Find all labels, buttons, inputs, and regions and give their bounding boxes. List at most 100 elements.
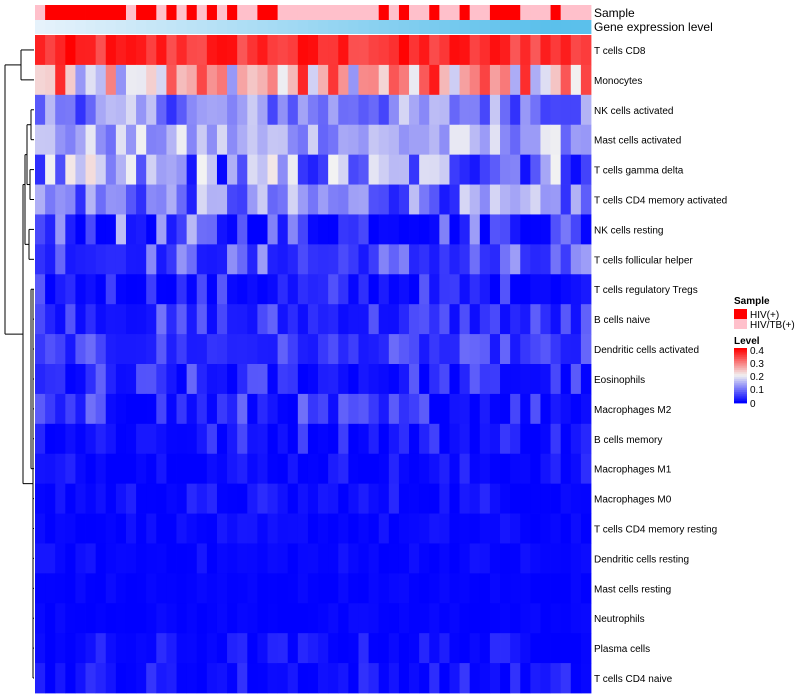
heatmap-cell [479,304,491,335]
heatmap-cell [216,184,228,215]
expression-track-cell [570,20,582,34]
heatmap-cell [398,513,410,544]
heatmap-cell [429,663,440,694]
heatmap-cell [368,364,380,395]
heatmap-cell [489,35,501,66]
heatmap-cell [510,663,521,694]
sample-track-cell [560,5,572,20]
heatmap-cell [358,184,369,215]
heatmap-cell [136,334,147,365]
heatmap-cell [307,543,319,574]
heatmap-cell [277,573,289,604]
heatmap-cell [85,423,97,455]
legend-bar-segment [734,379,747,382]
heatmap-cell [439,513,450,544]
heatmap-cell [75,513,86,544]
heatmap-cell [45,64,56,96]
expression-track-cell [348,20,359,34]
heatmap-cell [409,663,420,694]
sample-track-cell [257,5,268,20]
heatmap-cell [125,543,137,574]
heatmap-cell [287,154,299,185]
heatmap-cell [136,184,147,215]
heatmap-cell [136,274,147,305]
heatmap-cell [358,393,369,425]
heatmap-cell [358,214,369,245]
heatmap-cell [419,334,430,365]
heatmap-cell [489,184,501,215]
heatmap-cell [196,633,208,664]
heatmap-cell [398,573,410,604]
heatmap-cell [257,663,268,694]
heatmap-cell [115,423,127,455]
heatmap-cell [348,513,359,544]
heatmap-cell [510,483,521,514]
heatmap-cell [297,35,309,66]
heatmap-cell [146,154,157,185]
heatmap-cell [55,334,66,365]
heatmap-cell [540,154,551,185]
heatmap-cell [85,304,97,335]
heatmap-cell [125,483,137,514]
heatmap-cell [65,124,76,156]
heatmap-cell [146,453,157,485]
heatmap-cell [115,94,127,126]
heatmap-cell [469,393,481,425]
expression-track-cell [510,20,521,34]
track-label-sample: Sample [594,6,635,20]
heatmap-cell [186,334,198,365]
heatmap-cell [358,364,369,395]
heatmap-cell [196,94,208,126]
heatmap-cell [439,423,450,455]
heatmap-cell [530,35,541,66]
sample-track-cell [388,5,400,20]
heatmap-cell [307,453,319,485]
heatmap-cell [216,35,228,66]
heatmap-cell [459,513,471,544]
heatmap-cell [409,453,420,485]
heatmap-cell [520,154,531,185]
heatmap-cell [570,154,582,185]
heatmap-cell [35,573,46,604]
heatmap-cell [419,244,430,275]
heatmap-cell [409,244,420,275]
heatmap-cell [429,274,440,305]
heatmap-cell [439,603,450,634]
heatmap-cell [398,364,410,395]
heatmap-cell [409,94,420,126]
heatmap-cell [520,64,531,96]
legend-bar-segment [734,364,747,367]
heatmap-cell [580,633,592,664]
heatmap-cell [449,483,460,514]
heatmap-cell [247,334,258,365]
heatmap-cell [196,663,208,694]
heatmap-cell [469,334,481,365]
heatmap-cell [216,483,228,514]
heatmap-cell [530,573,541,604]
heatmap-cell [520,364,531,395]
heatmap-cell [318,184,329,215]
heatmap-cell [166,35,177,66]
heatmap-cell [307,334,319,365]
heatmap-cell [439,274,450,305]
expression-track-cell [530,20,541,34]
legend-bar-segment [734,355,747,358]
heatmap-cell [580,453,592,485]
heatmap-cell [136,214,147,245]
heatmap-cell [398,603,410,634]
heatmap-cell [459,364,471,395]
heatmap-cell [358,64,369,96]
heatmap-cell [307,184,319,215]
heatmap-cell [95,483,107,514]
heatmap-cell [439,154,450,185]
heatmap-cell [196,214,208,245]
heatmap-cell [115,124,127,156]
expression-track-cell [580,20,592,34]
heatmap-cell [409,35,420,66]
heatmap-cell [520,274,531,305]
heatmap-cell [227,573,238,604]
heatmap-cell [105,483,117,514]
heatmap-cell [105,663,117,694]
heatmap-cell [136,35,147,66]
heatmap-cell [388,364,400,395]
